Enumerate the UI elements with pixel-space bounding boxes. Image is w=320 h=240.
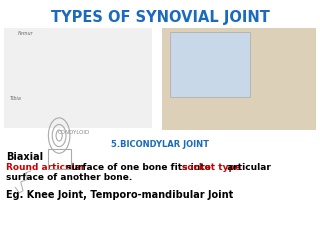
Text: Tibia: Tibia (10, 96, 22, 101)
Text: Round articular: Round articular (6, 163, 85, 172)
Text: socket type: socket type (182, 163, 241, 172)
Text: surface of another bone.: surface of another bone. (6, 173, 132, 182)
Bar (4, 28, 152, 128)
Text: Femur: Femur (18, 31, 34, 36)
Bar (162, 28, 316, 130)
Text: Eg. Knee Joint, Temporo-mandibular Joint: Eg. Knee Joint, Temporo-mandibular Joint (6, 190, 233, 200)
Text: 5.BICONDYLAR JOINT: 5.BICONDYLAR JOINT (111, 140, 209, 149)
Text: CONDYLOID: CONDYLOID (58, 130, 90, 135)
Text: Biaxial: Biaxial (6, 152, 43, 162)
Text: surface of one bone fits into: surface of one bone fits into (63, 163, 214, 172)
Text: articular: articular (224, 163, 271, 172)
Bar (170, 32, 250, 97)
Text: TYPES OF SYNOVIAL JOINT: TYPES OF SYNOVIAL JOINT (51, 10, 269, 25)
